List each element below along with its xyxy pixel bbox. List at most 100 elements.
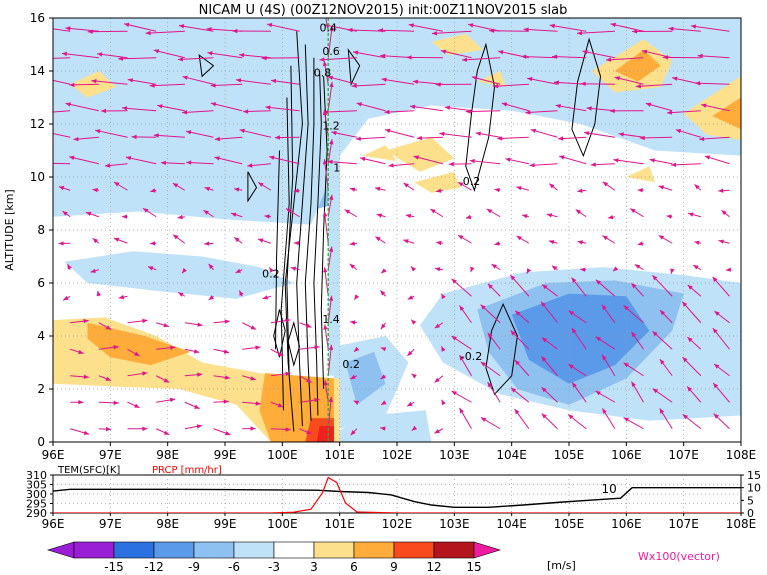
wind-vector: [327, 25, 334, 58]
wind-vector: [213, 375, 231, 380]
wind-vector: [239, 128, 271, 138]
wind-vector: [182, 110, 214, 115]
wind-vector: [98, 322, 112, 330]
wind-vector: [666, 214, 673, 219]
x-tick-label: 99E: [214, 448, 237, 462]
wind-vector: [514, 408, 530, 430]
surface-x-tick-label: 96E: [42, 517, 65, 531]
wind-vector: [92, 237, 100, 244]
wind-vector: [467, 23, 501, 32]
wind-vector: [558, 136, 587, 141]
wind-vector: [53, 28, 71, 32]
wind-vector: [53, 162, 71, 165]
y-tick-label: 2: [37, 382, 45, 396]
wind-vector: [380, 374, 386, 380]
y-axis: 0 2 4 6 8 10 12 14 16: [30, 11, 53, 449]
wind-vector: [448, 161, 472, 167]
wind-vector: [540, 356, 558, 377]
contour-label: 0.8: [314, 66, 332, 79]
wind-vector: [118, 56, 157, 61]
wind-vector: [659, 408, 673, 430]
wind-vector: [701, 103, 730, 112]
wind-vector: [70, 400, 84, 405]
wind-vector: [262, 295, 272, 300]
wind-vector: [270, 371, 291, 377]
colorbar-swatch: [73, 541, 115, 559]
wind-vector: [637, 188, 644, 193]
wind-vector: [494, 241, 501, 246]
main-plot: 0.40.60.811.21.40.20.20.2-0.2 96E 97E 98E 9…: [3, 11, 756, 462]
contour-ring: [198, 53, 215, 78]
wind-vector: [327, 75, 357, 85]
wind-vector: [623, 362, 644, 377]
x-tick-label: 101E: [324, 448, 355, 462]
wind-vector: [233, 187, 243, 192]
wind-vector: [551, 265, 558, 271]
wind-vector: [666, 110, 701, 115]
wind-vector: [541, 284, 558, 297]
wind-vector: [270, 318, 291, 324]
colorbar-min-arrow: [46, 541, 75, 559]
wind-vector: [274, 135, 300, 140]
wind-vector: [602, 235, 616, 244]
wind-vector: [127, 78, 157, 85]
wind-vector: [668, 26, 701, 32]
wind-vector: [493, 83, 529, 89]
wind-vector: [725, 267, 732, 272]
wind-vector: [388, 163, 415, 168]
shade-region: [712, 97, 741, 130]
wind-vector: [480, 417, 501, 430]
x-tick-label: 97E: [99, 448, 122, 462]
colorbar-tick-label: 12: [426, 560, 441, 574]
wind-vector: [242, 401, 261, 406]
wind-vector: [435, 188, 443, 193]
wind-vector: [270, 427, 291, 432]
y-tick-label: 10: [30, 170, 45, 184]
wind-vector: [127, 426, 148, 431]
grid-lines: [53, 18, 741, 442]
contour-ring: [273, 309, 286, 358]
surface-x-axis: 96E 97E 98E 99E 100E 101E 102E 103E 104E 105E 106E…: [42, 513, 756, 531]
wind-vector: [53, 132, 71, 138]
wind-vector: [242, 375, 256, 381]
wind-vector: [156, 397, 176, 403]
surface-x-tick-label: 107E: [668, 517, 699, 531]
wind-vector: [172, 234, 186, 244]
wind-vector: [489, 28, 529, 33]
colorbar-swatch: [153, 541, 195, 559]
wind-vector: [497, 136, 529, 141]
wind-vector: [514, 310, 530, 324]
wind-vector: [349, 187, 357, 192]
contour-line: [296, 44, 309, 427]
wind-vector: [92, 187, 99, 193]
shade-region: [385, 137, 455, 172]
y-tick-label: 12: [30, 117, 45, 131]
wind-vector: [571, 277, 587, 297]
temperature-line: [53, 487, 741, 508]
wind-vector: [265, 105, 300, 112]
wind-vector: [87, 29, 128, 34]
wind-vector: [595, 279, 616, 297]
wind-vector: [440, 293, 446, 300]
wind-vector: [177, 214, 185, 220]
wind-vector: [350, 428, 358, 436]
wind-vector: [631, 282, 644, 297]
wind-vector: [635, 83, 673, 89]
wind-vector: [299, 345, 320, 350]
wind-vector: [356, 102, 386, 112]
wind-vector: [459, 354, 472, 377]
wind-vector: [264, 214, 271, 219]
wind-vector: [160, 160, 185, 166]
prcp-label: PRCP [mm/hr]: [152, 465, 222, 476]
tem-label: TEM(SFC)[K]: [57, 465, 120, 476]
wind-vector: [98, 375, 112, 382]
colorbar-tick-label: 3: [310, 560, 318, 574]
colorbar-unit: [m/s]: [547, 559, 576, 572]
wind-vector: [682, 413, 702, 430]
colorbar-swatch: [193, 541, 235, 559]
wind-vector: [411, 425, 418, 431]
wind-vector: [91, 79, 128, 85]
wind-vector: [601, 354, 616, 377]
wind-vector: [510, 330, 530, 350]
wind-vector: [406, 401, 415, 407]
